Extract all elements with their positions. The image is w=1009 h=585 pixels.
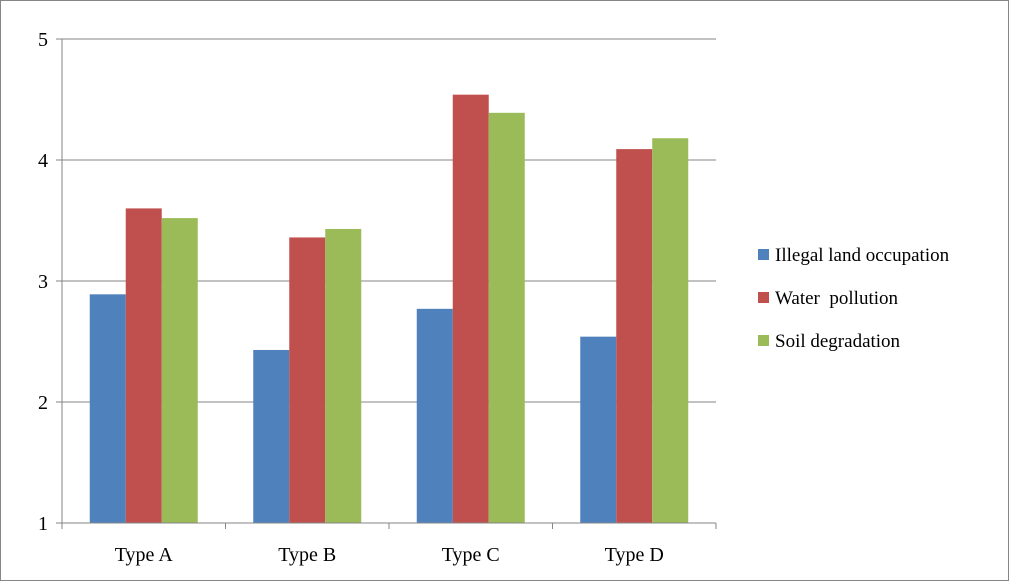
y-tick-label: 4 bbox=[38, 150, 48, 172]
y-tick-label: 3 bbox=[38, 271, 48, 293]
y-tick-label: 1 bbox=[38, 513, 48, 535]
x-tick-label: Type C bbox=[442, 544, 500, 566]
bars bbox=[89, 94, 689, 524]
legend-label: Soil degradation bbox=[775, 331, 901, 352]
y-tick-label: 5 bbox=[38, 29, 48, 51]
y-tick-label: 2 bbox=[38, 392, 48, 414]
legend-swatch bbox=[758, 292, 769, 303]
bar-illegal-land-occupation-type-a bbox=[89, 294, 126, 523]
bar-water-pollution-type-b bbox=[289, 237, 326, 523]
legend-label: Water pollution bbox=[775, 288, 898, 309]
bar-soil-degradation-type-a bbox=[161, 218, 198, 523]
bar-illegal-land-occupation-type-c bbox=[416, 308, 453, 523]
x-tick-label: Type B bbox=[278, 544, 336, 566]
bar-illegal-land-occupation-type-d bbox=[580, 336, 617, 523]
bar-soil-degradation-type-c bbox=[488, 112, 525, 523]
bar-soil-degradation-type-d bbox=[652, 138, 689, 523]
legend-label: Illegal land occupation bbox=[775, 245, 950, 266]
legend-swatch bbox=[758, 335, 769, 346]
bar-water-pollution-type-d bbox=[616, 149, 653, 524]
legend: Illegal land occupation Water pollution So… bbox=[758, 245, 950, 352]
bar-soil-degradation-type-b bbox=[325, 228, 362, 523]
legend-swatch bbox=[758, 249, 769, 260]
axes: 1 2 3 4 5 Type A Type B Type C Type D bbox=[38, 29, 717, 566]
bar-water-pollution-type-a bbox=[125, 208, 162, 523]
bar-water-pollution-type-c bbox=[452, 94, 489, 523]
x-tick-label: Type A bbox=[115, 544, 174, 566]
x-tick-label: Type D bbox=[605, 544, 664, 566]
bar-illegal-land-occupation-type-b bbox=[253, 349, 290, 523]
